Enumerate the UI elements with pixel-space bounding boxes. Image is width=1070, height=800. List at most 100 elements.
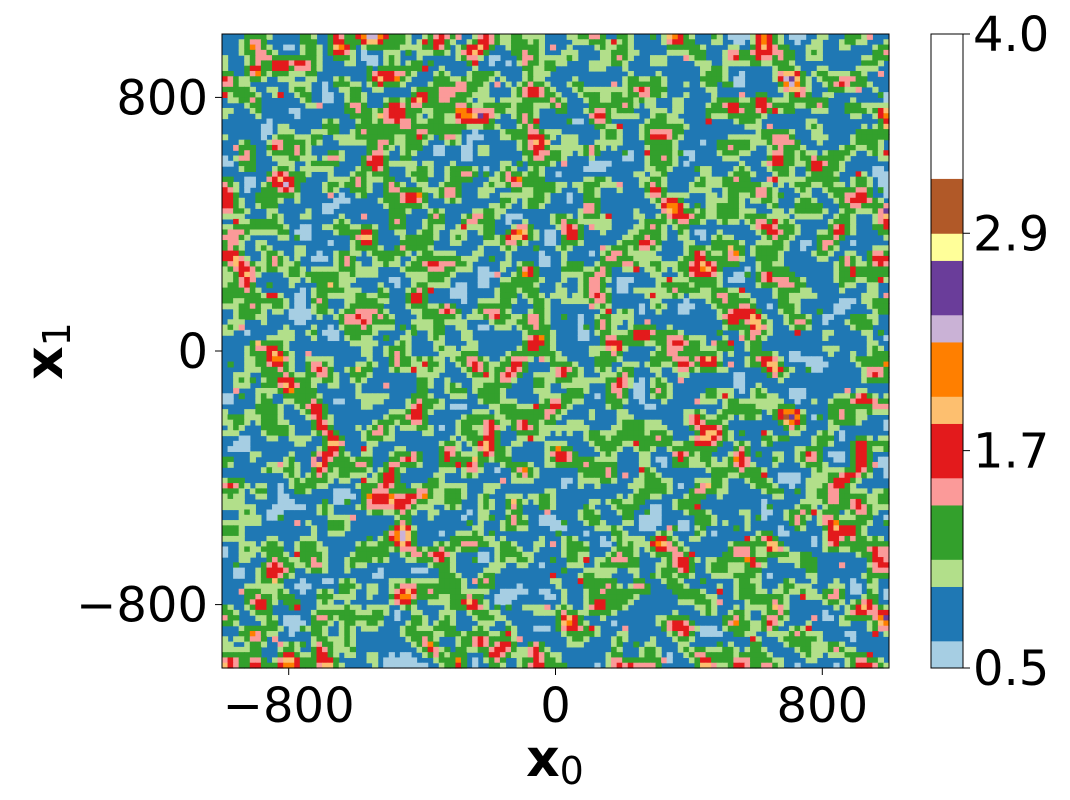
contour-cell [294, 234, 301, 241]
contour-cell [405, 123, 412, 130]
contour-cell [477, 245, 484, 252]
contour-cell [722, 107, 729, 114]
contour-cell [766, 197, 773, 204]
contour-cell [527, 197, 534, 204]
contour-cell [655, 387, 662, 394]
contour-cell [349, 187, 356, 194]
contour-cell [866, 282, 873, 289]
contour-cell [438, 213, 445, 220]
contour-cell [283, 356, 290, 363]
contour-cell [872, 271, 879, 278]
contour-cell [322, 155, 329, 162]
contour-cell [672, 192, 679, 199]
contour-cell [705, 107, 712, 114]
contour-cell [294, 60, 301, 67]
contour-cell [516, 107, 523, 114]
contour-cell [750, 187, 757, 194]
contour-cell [455, 192, 462, 199]
contour-cell [333, 377, 340, 384]
contour-cell [733, 261, 740, 268]
contour-cell [299, 86, 306, 93]
contour-cell [483, 218, 490, 225]
contour-cell [349, 60, 356, 67]
contour-cell [266, 171, 273, 178]
contour-cell [750, 329, 757, 336]
contour-cell [855, 187, 862, 194]
contour-cell [855, 356, 862, 363]
contour-cell [444, 81, 451, 88]
contour-cell [533, 107, 540, 114]
contour-cell [355, 113, 362, 120]
contour-cell [355, 319, 362, 326]
contour-cell [238, 160, 245, 167]
contour-cell [605, 92, 612, 98]
contour-cell [616, 261, 623, 268]
contour-cell [538, 60, 545, 67]
contour-cell [700, 55, 707, 62]
contour-cell [733, 150, 740, 157]
contour-cell [666, 139, 673, 146]
contour-cell [227, 398, 234, 405]
contour-cell [549, 356, 557, 363]
contour-cell [433, 255, 440, 262]
contour-cell [766, 366, 773, 373]
contour-cell [533, 49, 540, 56]
contour-cell [577, 382, 584, 389]
contour-cell [427, 129, 434, 135]
contour-cell [327, 97, 334, 104]
contour-cell [505, 292, 512, 299]
contour-cell [633, 81, 640, 88]
contour-cell [544, 86, 551, 93]
contour-cell [438, 261, 445, 268]
contour-cell [599, 49, 607, 56]
contour-cell [716, 366, 723, 373]
contour-cell [516, 345, 523, 352]
contour-cell [344, 266, 351, 273]
contour-cell [388, 81, 395, 88]
contour-cell [349, 224, 356, 231]
contour-cell [433, 361, 440, 368]
contour-cell [700, 277, 707, 283]
contour-cell [805, 55, 812, 62]
contour-cell [355, 123, 362, 130]
contour-cell [561, 55, 568, 62]
contour-cell [861, 261, 868, 268]
contour-cell [627, 234, 634, 241]
contour-cell [266, 372, 273, 379]
contour-cell [777, 292, 784, 299]
contour-cell [444, 49, 451, 56]
contour-cell [249, 277, 256, 283]
contour-cell [733, 203, 740, 209]
contour-cell [377, 166, 384, 172]
contour-cell [327, 329, 334, 336]
contour-cell [716, 240, 723, 246]
contour-cell [544, 155, 551, 162]
contour-cell [372, 166, 379, 172]
contour-cell [605, 319, 612, 326]
contour-cell [477, 324, 484, 331]
contour-cell [855, 81, 862, 88]
contour-cell [833, 213, 840, 220]
contour-cell [772, 97, 779, 104]
contour-cell [366, 171, 373, 178]
contour-cell [850, 81, 857, 88]
contour-cell [855, 271, 862, 278]
contour-cell [233, 181, 240, 188]
contour-cell [655, 150, 662, 157]
contour-cell [477, 70, 484, 77]
contour-cell [316, 60, 323, 67]
contour-cell [505, 171, 512, 178]
contour-cell [566, 361, 573, 368]
contour-cell [611, 387, 618, 394]
contour-cell [855, 65, 862, 72]
contour-cell [577, 387, 584, 394]
contour-cell [227, 86, 234, 93]
contour-cell [527, 160, 534, 167]
contour-cell [222, 155, 229, 162]
contour-cell [577, 34, 584, 40]
contour-cell [883, 134, 890, 141]
contour-cell [227, 97, 234, 104]
contour-cell [410, 282, 418, 289]
contour-cell [305, 86, 312, 93]
contour-cell [777, 76, 784, 83]
